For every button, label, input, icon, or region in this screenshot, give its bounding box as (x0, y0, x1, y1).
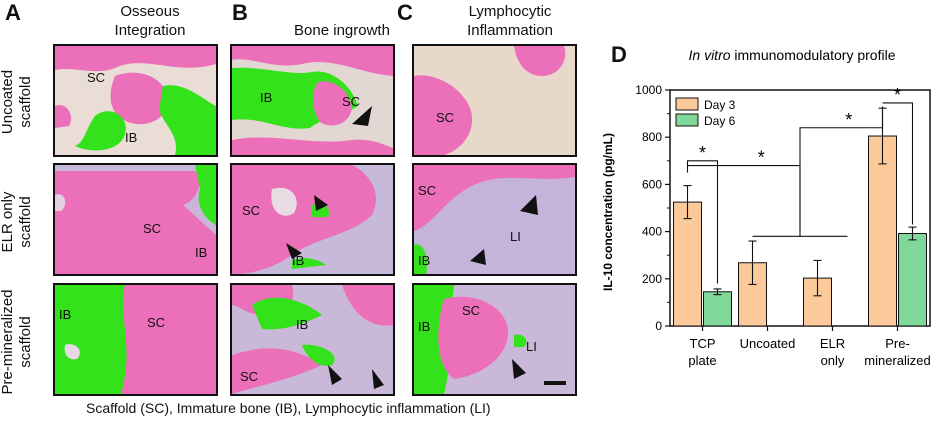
y-tick-label: 800 (642, 130, 662, 144)
panel-letter-d: D (611, 42, 627, 67)
tile-label-li: LI (510, 229, 521, 244)
tile-label-sc: SC (143, 221, 161, 236)
significance-bracket (687, 164, 801, 232)
tile-label-ib: IB (260, 90, 272, 105)
bar-day-6 (703, 291, 732, 327)
y-tick-label: 1000 (635, 83, 662, 97)
legend-swatch (675, 113, 699, 127)
histology-tile-a1: SC IB (53, 44, 218, 157)
significance-star: * (699, 143, 706, 163)
tile-label-ib: IB (59, 307, 71, 322)
bar-day-6 (898, 232, 927, 327)
tile-label-ib: IB (296, 317, 308, 332)
significance-star: * (845, 110, 852, 130)
row-label-pre-mineralized: Pre-mineralized scaffold (0, 289, 34, 395)
y-tick-label: 400 (642, 225, 662, 239)
significance-bracket (799, 106, 884, 232)
histology-tile-c3: IB SC LI (412, 283, 577, 396)
x-tick-label: Pre-mineralized (864, 336, 930, 368)
x-tick-label: ELR only (820, 336, 845, 368)
significance-bracket (882, 102, 914, 225)
x-tick-label: Uncoated (740, 336, 796, 351)
tile-label-ib: IB (418, 319, 430, 334)
tile-label-sc: SC (436, 110, 454, 125)
panel-letter-b: B (232, 0, 248, 25)
significance-star: * (894, 85, 901, 105)
legend-label: Day 6 (704, 114, 736, 128)
y-tick-label: 600 (642, 177, 662, 191)
tile-label-ib: IB (195, 245, 207, 260)
bar-chart-il10: In vitro immunomodulatory profile IL-10 … (590, 36, 941, 420)
tile-label-sc: SC (418, 183, 436, 198)
tile-label-sc: SC (87, 70, 105, 85)
legend-swatch (675, 97, 699, 111)
row-label-elr-only: ELR only scaffold (0, 191, 34, 253)
y-axis-label: IL-10 concentration (pg/mL) (601, 133, 615, 291)
histology-tile-c2: SC LI IB (412, 163, 577, 276)
histology-tile-b3: IB SC (230, 283, 395, 396)
histology-tile-a2: SC IB (53, 163, 218, 276)
column-title-bone-ingrowth: Bone ingrowth (294, 22, 390, 39)
column-title-lymphocytic-inflammation: Lymphocytic Inflammation (467, 3, 553, 39)
histology-tile-b2: SC IB (230, 163, 395, 276)
chart-title: In vitro immunomodulatory profile (689, 47, 896, 63)
legend-label: Day 3 (704, 98, 736, 112)
histology-tile-c1: SC (412, 44, 577, 157)
tile-label-ib: IB (418, 253, 430, 268)
bar-day-3 (868, 135, 897, 327)
tile-label-sc: SC (242, 203, 260, 218)
bar-day-3 (673, 201, 702, 327)
y-tick-label: 200 (642, 272, 662, 286)
significance-star: * (758, 148, 765, 168)
tile-label-sc: SC (342, 94, 360, 109)
panel-letter-a: A (5, 0, 21, 25)
tile-label-ib: IB (292, 253, 304, 268)
tile-label-ib: IB (125, 130, 137, 145)
histology-tile-b1: IB SC (230, 44, 395, 157)
significance-bracket (686, 160, 719, 284)
panel-letter-c: C (397, 0, 413, 25)
tile-label-sc: SC (240, 369, 258, 384)
row-label-uncoated: Uncoated scaffold (0, 69, 34, 135)
tile-label-li: LI (526, 339, 537, 354)
x-tick-label: TCP plate (688, 336, 716, 368)
figure-caption: Scaffold (SC), Immature bone (IB), Lymph… (86, 400, 491, 416)
column-title-osseous-integration: Osseous Integration (114, 3, 186, 39)
tile-label-sc: SC (462, 303, 480, 318)
y-tick-label: 0 (655, 319, 662, 333)
tile-label-sc: SC (147, 315, 165, 330)
histology-tile-a3: IB SC (53, 283, 218, 396)
